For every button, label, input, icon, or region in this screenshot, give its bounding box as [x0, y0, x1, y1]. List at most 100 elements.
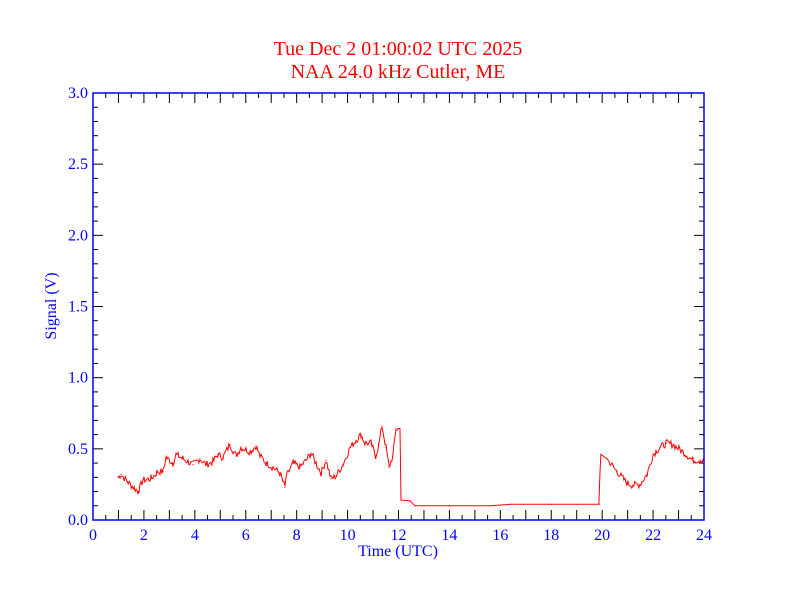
data-point — [364, 442, 366, 444]
data-point — [550, 503, 552, 505]
series-layer — [117, 425, 705, 507]
x-tick-label: 16 — [492, 527, 508, 544]
data-point — [672, 443, 674, 446]
y-tick-label: 1.5 — [68, 299, 88, 316]
data-point — [509, 503, 511, 505]
data-point — [381, 425, 383, 427]
chart-subtitle: NAA 24.0 kHz Cutler, ME — [291, 61, 506, 83]
y-tick-label: 1.0 — [68, 370, 88, 387]
data-point — [172, 462, 174, 464]
data-point — [165, 456, 167, 458]
x-tick-label: 10 — [340, 527, 356, 544]
data-point — [414, 505, 416, 507]
x-tick-label: 4 — [191, 527, 199, 544]
data-point — [255, 445, 257, 447]
data-point — [632, 484, 634, 486]
data-point — [378, 443, 380, 446]
data-point — [330, 478, 332, 480]
data-point — [279, 472, 281, 474]
data-point — [315, 462, 317, 464]
data-point — [292, 462, 294, 464]
x-axis-label: Time (UTC) — [358, 543, 438, 560]
x-tick-label: 8 — [293, 527, 301, 544]
data-point — [182, 458, 184, 460]
data-point — [199, 458, 201, 460]
data-point — [299, 466, 301, 468]
data-point — [175, 453, 177, 456]
data-point — [399, 428, 401, 430]
y-tick-label: 2.5 — [68, 156, 88, 173]
data-point — [265, 462, 267, 464]
signal-line — [117, 426, 705, 507]
data-point — [150, 478, 152, 480]
y-tick-label: 0.5 — [68, 441, 88, 458]
x-tick-label: 6 — [242, 527, 250, 544]
data-point — [626, 482, 628, 484]
data-point — [400, 499, 402, 501]
data-point — [335, 475, 337, 477]
data-point — [666, 442, 668, 444]
data-point — [616, 471, 618, 473]
data-point — [392, 455, 394, 457]
data-point — [162, 471, 164, 473]
data-point — [217, 453, 219, 456]
data-point — [192, 463, 194, 466]
data-point — [342, 463, 344, 466]
data-point — [600, 453, 602, 456]
data-point — [385, 446, 387, 449]
data-point — [646, 473, 648, 476]
data-point — [349, 446, 351, 449]
data-point — [652, 453, 654, 456]
x-tick-label: 2 — [140, 527, 148, 544]
data-point — [325, 459, 327, 461]
x-tick-label: 14 — [441, 527, 457, 544]
y-tick-label: 0.0 — [68, 512, 88, 529]
axis-ticks — [93, 93, 704, 520]
data-point — [659, 446, 661, 449]
x-tick-label: 22 — [645, 527, 661, 544]
data-point — [137, 490, 139, 493]
data-point — [120, 473, 122, 476]
x-tick-label: 18 — [543, 527, 559, 544]
data-point — [284, 486, 286, 488]
data-point — [598, 503, 600, 505]
data-point — [272, 466, 274, 468]
chart-title: Tue Dec 2 01:00:02 UTC 2025 — [274, 38, 523, 60]
data-point — [320, 472, 322, 474]
data-point — [235, 455, 237, 457]
data-point — [305, 459, 307, 461]
x-tick-label: 20 — [594, 527, 610, 544]
x-tick-label: 0 — [89, 527, 97, 544]
data-point — [374, 455, 377, 457]
data-point — [249, 451, 251, 453]
data-point — [259, 455, 261, 457]
data-point — [682, 451, 684, 453]
x-tick-label: 12 — [391, 527, 407, 544]
data-point — [355, 439, 357, 441]
y-tick-label: 3.0 — [68, 85, 88, 102]
data-point — [448, 505, 451, 507]
data-point — [395, 428, 397, 430]
data-point — [599, 473, 601, 476]
data-point — [388, 466, 390, 468]
y-axis-label: Signal (V) — [43, 272, 60, 339]
plot-frame — [92, 92, 705, 521]
data-point — [142, 479, 144, 481]
data-point — [489, 505, 491, 507]
data-point — [606, 458, 608, 460]
data-point — [370, 442, 372, 444]
data-point — [157, 471, 159, 473]
data-point — [310, 452, 312, 454]
data-point — [222, 456, 224, 458]
data-point — [212, 461, 214, 463]
data-point — [126, 480, 128, 483]
tick-labels: 0 2 4 6 8 10 12 14 16 18 20 22 240.00.51.01.52.02.53… — [68, 85, 712, 544]
data-point — [205, 463, 207, 466]
data-point — [409, 500, 411, 502]
x-tick-label: 24 — [696, 527, 712, 544]
data-point — [229, 443, 231, 446]
data-point — [699, 459, 701, 461]
data-point — [692, 459, 694, 461]
y-tick-label: 2.0 — [68, 227, 88, 244]
